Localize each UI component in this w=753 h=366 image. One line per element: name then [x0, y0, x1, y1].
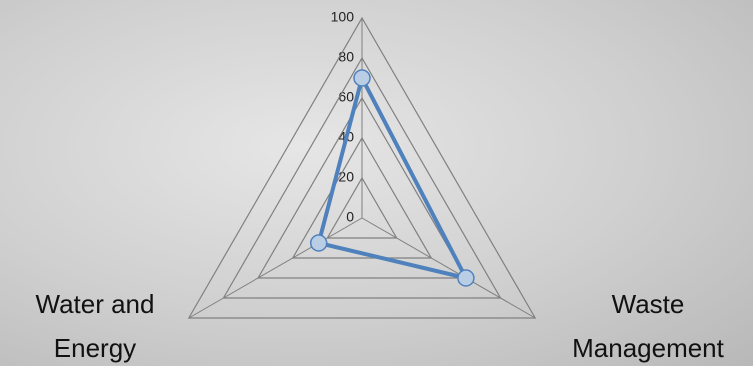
y-tick-label: 0 — [346, 209, 354, 225]
grid-line — [291, 136, 433, 259]
grid-line — [222, 56, 502, 299]
grid-line — [187, 16, 537, 319]
y-tick-label: 100 — [331, 9, 355, 25]
grid-line — [326, 176, 398, 239]
data-point — [457, 269, 475, 287]
data-point — [309, 234, 328, 252]
axis-line — [361, 217, 536, 319]
category-label: Water and Energy — [35, 289, 155, 363]
category-label: Waste Management — [572, 289, 724, 363]
data-point — [353, 69, 371, 87]
y-tick-label: 20 — [338, 169, 354, 185]
y-tick-label: 60 — [338, 89, 354, 105]
grid-line — [257, 96, 467, 279]
axis-line — [188, 217, 363, 319]
y-tick-label: 80 — [338, 49, 354, 65]
series-line — [316, 76, 468, 280]
